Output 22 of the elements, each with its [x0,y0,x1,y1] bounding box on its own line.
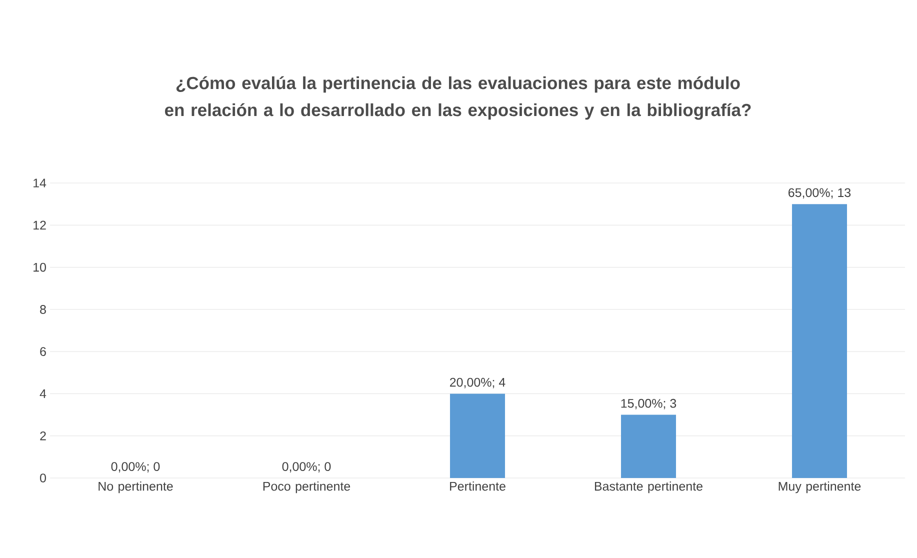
y-tick-label: 14 [34,178,46,188]
x-tick-label: Poco pertinente [263,482,350,494]
x-tick-label: Pertinente [450,482,506,491]
x-tick-label: Bastante pertinente [594,482,702,494]
data-label: 0,00%; 0 [111,462,160,472]
y-tick-label: 2 [40,431,46,440]
data-label: 0,00%; 0 [282,462,331,472]
y-tick-label: 8 [40,304,46,314]
y-tick-label: 0 [40,474,46,482]
data-label: 15,00%; 3 [621,398,676,410]
x-tick-label: No pertinente [98,482,173,494]
bar [792,204,848,478]
y-tick-label: 4 [40,389,46,398]
bar [450,394,506,478]
data-label: 20,00%; 4 [450,378,506,388]
y-tick-label: 12 [34,220,46,230]
x-tick-label: Muy pertinente [778,482,861,494]
data-label: 65,00%; 13 [788,188,851,199]
chart-title: ¿Cómo evalúa la pertinencia de las evaluaciones para este módulo en relación a lo desarrollado en las exposiciones y en la bibliografía? [164,76,751,120]
y-tick-label: 6 [40,347,46,356]
bar [621,414,676,478]
y-tick-label: 10 [34,262,46,272]
